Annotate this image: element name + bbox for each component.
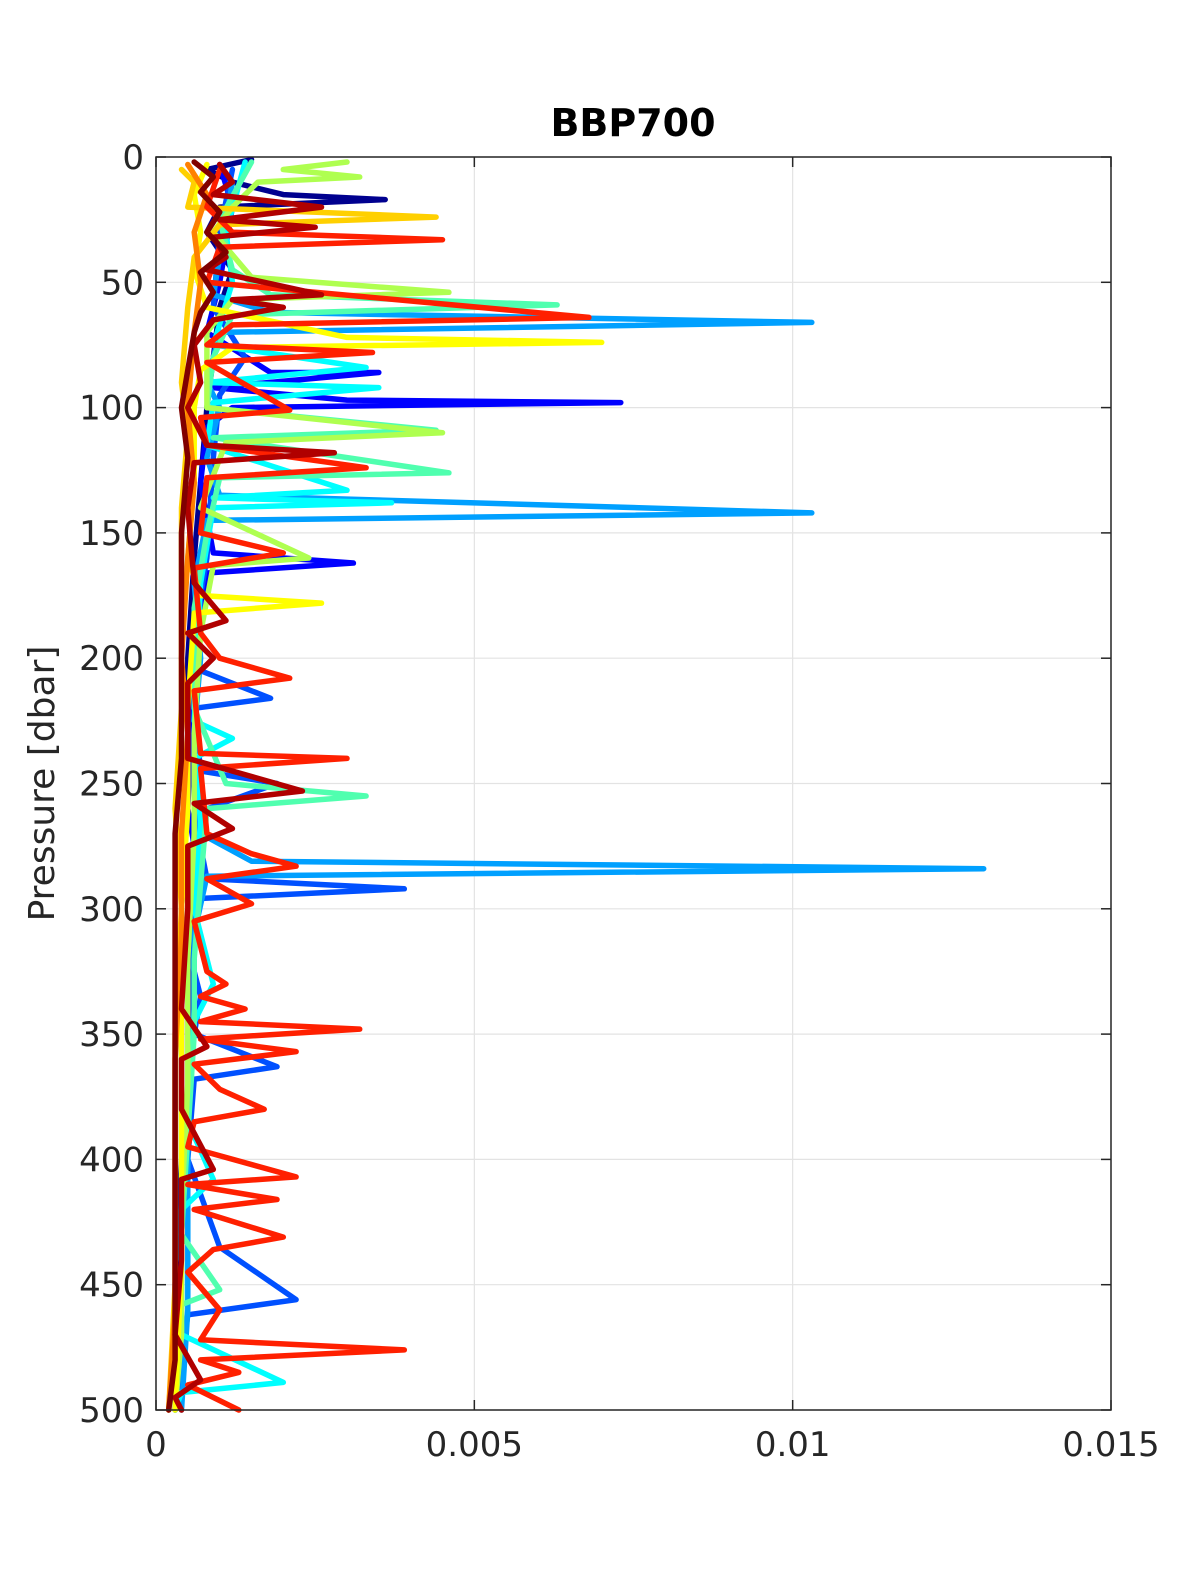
series-line-13 xyxy=(165,159,229,1413)
ticks: 0 0.005 0.01 0.015 0 50 100 150 200 250 300 350 400 4… xyxy=(79,138,1160,1465)
y-axis-label: Pressure [dbar] xyxy=(22,646,63,922)
y-tick-label: 0 xyxy=(122,138,144,178)
y-tick-label: 400 xyxy=(79,1140,144,1180)
x-tick-label: 0.01 xyxy=(755,1425,831,1465)
y-tick-label: 250 xyxy=(79,765,144,805)
x-tick-label: 0.015 xyxy=(1062,1425,1159,1465)
y-tick-label: 150 xyxy=(79,514,144,554)
x-tick-label: 0 xyxy=(145,1425,167,1465)
x-tick-label: 0.005 xyxy=(426,1425,523,1465)
y-tick-label: 100 xyxy=(79,389,144,429)
series-line-4 xyxy=(178,179,987,1413)
y-tick-label: 300 xyxy=(79,890,144,930)
series-line-7 xyxy=(172,159,452,1413)
y-tick-label: 200 xyxy=(79,639,144,679)
chart-title: BBP700 xyxy=(550,101,715,145)
y-tick-label: 450 xyxy=(79,1266,144,1306)
series-group xyxy=(165,156,987,1413)
y-tick-label: 500 xyxy=(79,1391,144,1431)
series-line-11 xyxy=(185,166,592,1413)
y-tick-label: 50 xyxy=(101,263,144,303)
y-tick-label: 350 xyxy=(79,1015,144,1055)
